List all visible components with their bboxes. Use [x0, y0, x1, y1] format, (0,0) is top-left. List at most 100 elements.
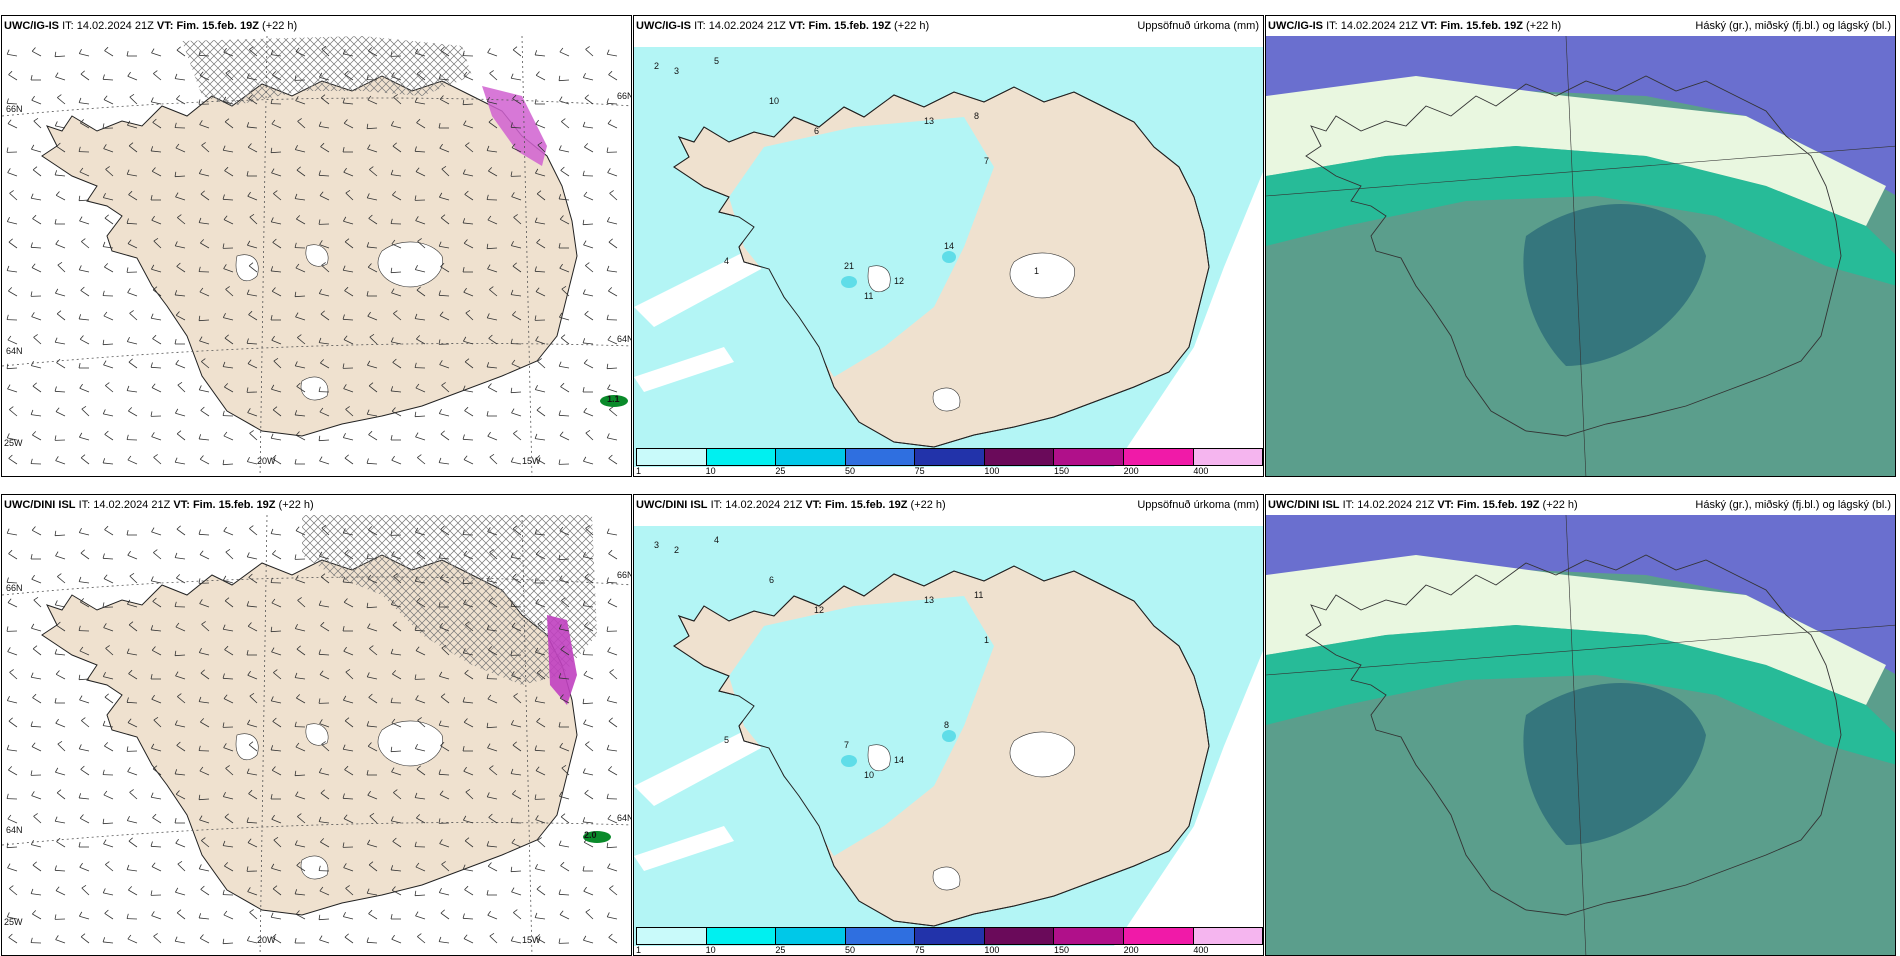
wind-barb: [32, 791, 41, 799]
precip-value: 7: [844, 740, 849, 750]
legend-swatch: [637, 928, 707, 944]
wind-barb: [34, 118, 41, 128]
wind-barb: [559, 97, 569, 104]
wind-barb: [9, 407, 17, 416]
wind-barb: [463, 435, 473, 440]
panel-header: UWC/DINI ISL IT: 14.02.2024 21Z VT: Fim.…: [1268, 499, 1578, 511]
lon-label: 25W: [4, 917, 23, 927]
wind-barb: [559, 362, 569, 368]
wind-barb: [607, 794, 617, 799]
wind-barb: [586, 909, 593, 919]
wind-barb: [535, 434, 545, 440]
wind-barb: [607, 50, 617, 56]
precip-value: 3: [654, 540, 659, 550]
wind-barb: [367, 938, 377, 943]
wind-barb: [584, 192, 593, 200]
wind-barb: [464, 935, 473, 943]
wind-barb: [55, 600, 65, 607]
wind-barb: [607, 217, 617, 224]
legend-tick: 75: [915, 466, 925, 476]
wind-barb: [33, 167, 41, 176]
wind-barb: [175, 74, 185, 80]
lat-label: 64N: [617, 334, 632, 344]
wind-barb: [128, 935, 137, 943]
panel-title: Háský (gr.), miðský (fj.bl.) og lágský (…: [1695, 499, 1891, 511]
wind-barb: [81, 718, 89, 727]
valid-time: Fim. 15.feb. 19Z: [808, 20, 891, 32]
wind-barb: [177, 47, 185, 56]
wind-barb: [583, 289, 593, 296]
wind-barb: [151, 314, 161, 320]
wind-barb: [153, 71, 161, 80]
wind-barb: [271, 529, 281, 535]
wind-barb: [55, 649, 65, 655]
wind-barb: [583, 73, 593, 80]
wind-barb: [223, 460, 233, 465]
wind-barb: [250, 909, 257, 919]
panel-title: Uppsöfnuð úrkoma (mm): [1137, 499, 1259, 511]
wind-barb: [56, 887, 65, 895]
vt-label: VT:: [1421, 20, 1438, 32]
wind-barb: [200, 551, 209, 559]
wind-barb: [272, 550, 281, 559]
wind-barb: [607, 578, 617, 583]
panel-header: UWC/IG-IS IT: 14.02.2024 21Z VT: Fim. 15…: [4, 20, 297, 32]
wind-barb: [561, 383, 569, 392]
wind-barb: [585, 790, 593, 799]
wind-barb: [417, 455, 425, 464]
wind-barb: [561, 862, 569, 871]
wind-barb: [127, 530, 137, 535]
legend-tick: 150: [1054, 945, 1069, 955]
wind-barb: [488, 432, 497, 440]
wind-barb: [153, 550, 161, 559]
wind-barb: [8, 599, 17, 607]
wind-barb: [34, 334, 41, 344]
wind-barb: [607, 147, 617, 152]
wind-barb: [58, 741, 65, 751]
wind-barb: [80, 815, 89, 823]
legend-tick: 400: [1193, 466, 1208, 476]
wind-barb: [538, 837, 545, 847]
precip-value: 4: [714, 535, 719, 545]
wind-barb: [105, 694, 113, 703]
precip-value: 5: [724, 735, 729, 745]
wind-barb: [343, 912, 353, 919]
wind-barb: [535, 385, 545, 392]
wind-barb: [583, 817, 593, 823]
legend-tick: 400: [1193, 945, 1208, 955]
wind-barb: [609, 934, 617, 943]
lat-label: 66N: [617, 91, 632, 101]
wind-barb: [319, 915, 329, 920]
wind-barb: [511, 74, 521, 80]
wind-barb: [464, 456, 473, 464]
wind-barb: [609, 886, 617, 895]
precip-value: 5: [714, 56, 719, 66]
wind-barb: [561, 119, 569, 128]
lead-time: (+22 h): [279, 499, 314, 511]
wind-barb: [175, 409, 185, 416]
wind-barb: [369, 431, 377, 440]
wind-barb: [9, 934, 17, 943]
legend-swatch: [846, 449, 916, 465]
wind-barb: [57, 311, 65, 320]
legend-tick: 1: [636, 466, 641, 476]
wind-barb: [224, 432, 233, 440]
wind-barb: [82, 406, 89, 416]
precip-value: 14: [944, 241, 954, 251]
wind-barb: [104, 791, 113, 799]
lat-label: 66N: [6, 104, 23, 114]
wind-barb: [81, 71, 89, 80]
wind-barb: [7, 696, 17, 703]
valid-time: Fim. 15.feb. 19Z: [825, 499, 908, 511]
lead-time: (+22 h): [262, 20, 297, 32]
wind-barb: [559, 841, 569, 847]
wind-barb: [559, 938, 569, 943]
wind-barb: [175, 458, 185, 464]
cloud-map: [1266, 36, 1896, 477]
init-time: 14.02.2024 21Z: [77, 20, 154, 32]
wind-map: [2, 515, 632, 956]
vt-label: VT:: [173, 499, 190, 511]
wind-barb: [56, 671, 65, 679]
